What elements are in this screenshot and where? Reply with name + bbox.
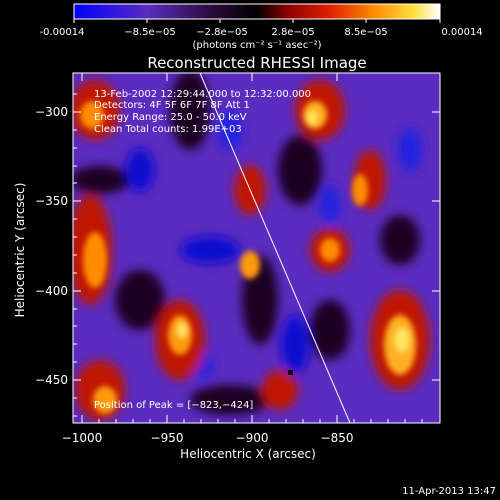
colorbar-tick-label: −2.8e−05 <box>196 27 248 38</box>
x-tick-label: −900 <box>236 431 269 445</box>
x-tick-label: −1000 <box>62 431 103 445</box>
x-axis-ticks <box>81 73 423 423</box>
info-detectors: Detectors: 4F 5F 6F 7F 8F Att 1 <box>94 100 250 111</box>
peak-position-label: Position of Peak = [−823,−424] <box>94 400 253 411</box>
info-energy: Energy Range: 25.0 - 50.0 keV <box>94 112 247 123</box>
colorbar-tick-label: 8.5e−05 <box>344 27 387 38</box>
x-tick-label: −950 <box>151 431 184 445</box>
y-tick-label: −350 <box>35 194 68 208</box>
x-tick-label: −850 <box>321 431 354 445</box>
colorbar-tick-label: 0.00014 <box>441 27 482 38</box>
colorbar-tick-label: 2.8e−05 <box>271 27 314 38</box>
colorbar <box>73 3 441 20</box>
y-tick-label: −450 <box>35 373 68 387</box>
info-time-range: 13-Feb-2002 12:29:44.000 to 12:32:00.000 <box>94 89 311 100</box>
y-axis-label: Heliocentric Y (arcsec) <box>13 183 27 318</box>
info-method: Clean Total counts: 1.99E+03 <box>94 124 242 135</box>
colorbar-ticks <box>73 19 441 23</box>
colorbar-tick-label: -0.00014 <box>40 27 85 38</box>
timestamp: 11-Apr-2013 13:47 <box>402 486 496 497</box>
plot-frame <box>72 72 441 424</box>
y-tick-label: −300 <box>35 105 68 119</box>
y-axis-ticks <box>73 93 440 417</box>
colorbar-units: (photons cm⁻² s⁻¹ asec⁻²) <box>192 40 321 51</box>
x-axis-label: Heliocentric X (arcsec) <box>180 447 316 461</box>
colorbar-tick-label: −8.5e−05 <box>124 27 176 38</box>
image-title: Reconstructed RHESSI Image <box>147 54 366 72</box>
limb-line <box>199 73 351 423</box>
peak-marker <box>288 370 293 375</box>
y-tick-label: −400 <box>35 284 68 298</box>
rhessi-image <box>73 73 440 423</box>
